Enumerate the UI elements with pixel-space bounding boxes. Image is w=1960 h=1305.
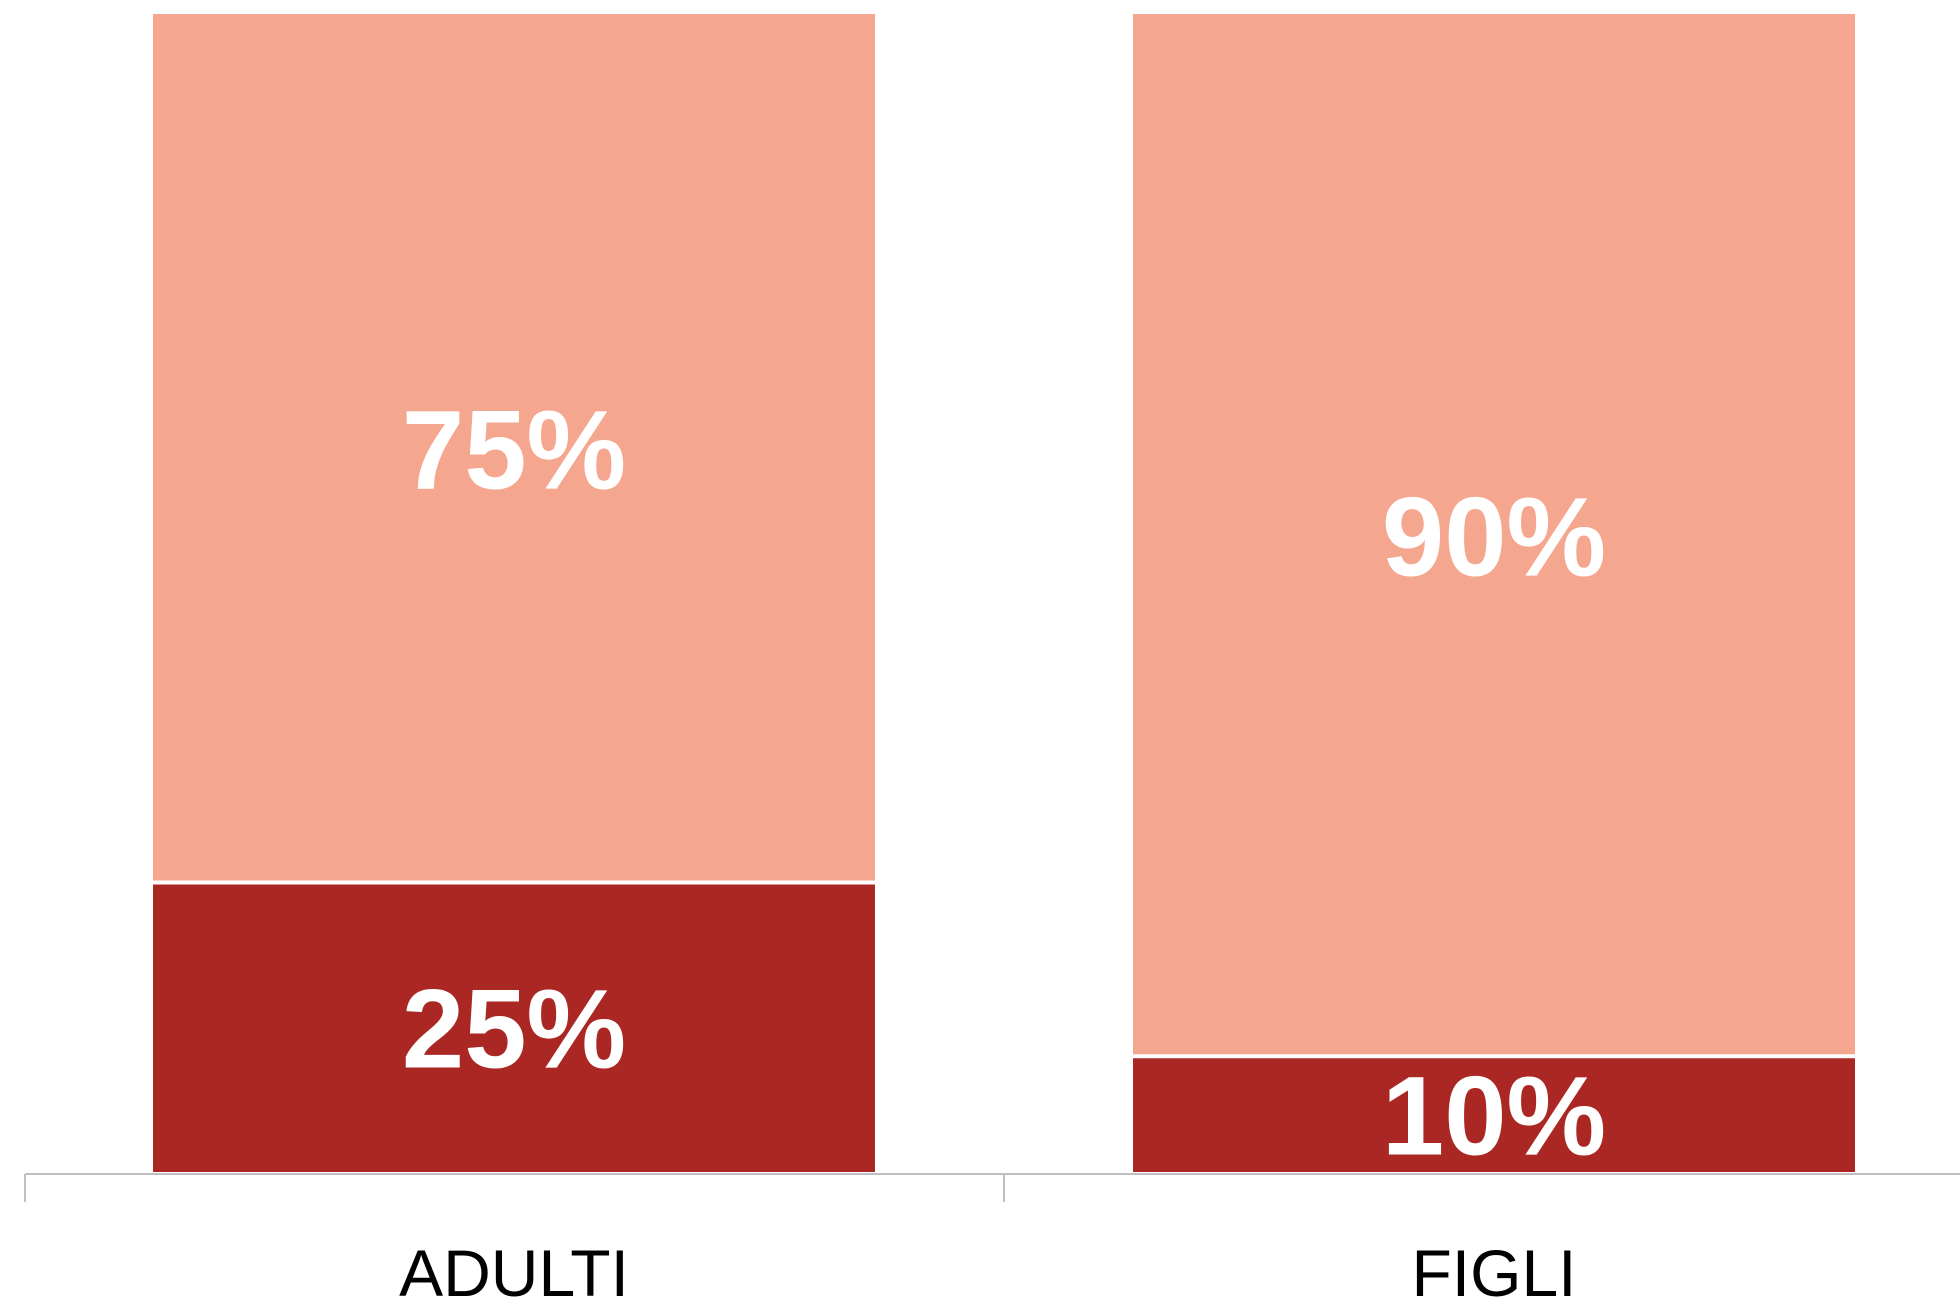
bar-segment-figli-0 (1133, 1056, 1855, 1172)
data-label-figli-1: 90% (1382, 474, 1606, 599)
bars-layer (153, 14, 1855, 1172)
labels-layer: 25% 75% ADULTI 10% 90% FIGLI (399, 388, 1606, 1305)
data-label-adulti-1: 75% (402, 388, 626, 513)
data-label-figli-0: 10% (1382, 1053, 1606, 1178)
bar-segment-adulti-1 (153, 14, 875, 883)
data-label-adulti-0: 25% (402, 967, 626, 1092)
category-label-adulti: ADULTI (399, 1236, 629, 1305)
category-label-figli: FIGLI (1411, 1236, 1576, 1305)
bar-segment-adulti-0 (153, 882, 875, 1172)
bar-segment-figli-1 (1133, 14, 1855, 1057)
x-axis (24, 1173, 1960, 1202)
